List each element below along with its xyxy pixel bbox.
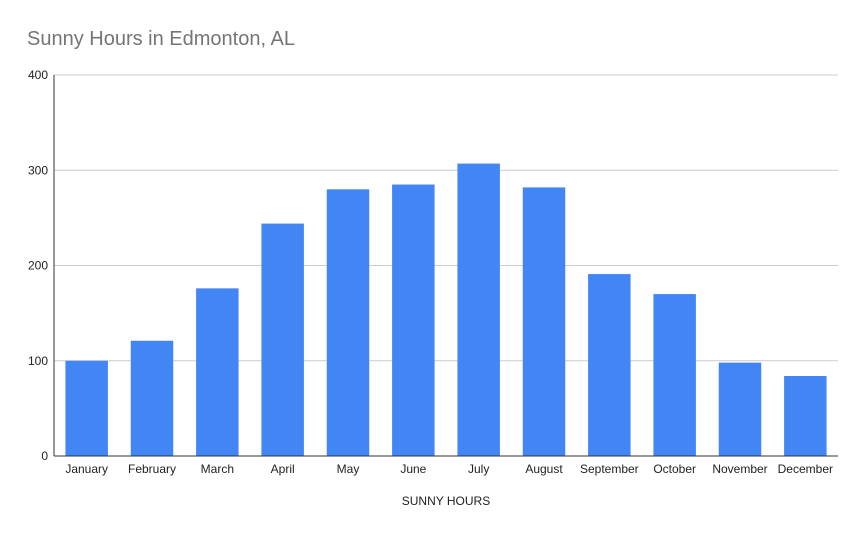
x-tick-label: December bbox=[778, 462, 833, 476]
axes bbox=[53, 75, 838, 457]
x-tick-label: April bbox=[271, 462, 295, 476]
y-tick-labels: 0 100 200 300 400 bbox=[28, 68, 48, 463]
y-tick-label: 200 bbox=[28, 259, 48, 273]
gridlines bbox=[54, 74, 838, 362]
x-tick-label: October bbox=[653, 462, 696, 476]
bar-march bbox=[196, 288, 239, 456]
x-tick-label: March bbox=[201, 462, 234, 476]
bar-september bbox=[588, 274, 631, 456]
bars bbox=[65, 163, 827, 457]
bar-june bbox=[392, 184, 435, 457]
bar-january bbox=[65, 360, 108, 456]
x-tick-label: July bbox=[468, 462, 489, 476]
bar-may bbox=[326, 189, 370, 457]
x-tick-label: February bbox=[128, 462, 176, 476]
x-tick-label: August bbox=[525, 462, 563, 476]
bar-february bbox=[130, 340, 174, 456]
bar-august bbox=[522, 187, 566, 456]
bar-july bbox=[457, 163, 500, 456]
y-tick-label: 0 bbox=[41, 449, 48, 463]
x-tick-label: May bbox=[337, 462, 360, 476]
y-tick-label: 300 bbox=[28, 163, 48, 177]
y-tick-label: 100 bbox=[28, 354, 48, 368]
bar-april bbox=[261, 223, 304, 456]
bar-october bbox=[653, 294, 696, 456]
x-tick-label: January bbox=[65, 462, 108, 476]
x-tick-label: June bbox=[400, 462, 426, 476]
y-tick-label: 400 bbox=[28, 68, 48, 82]
bar-november bbox=[718, 362, 762, 456]
chart-title: Sunny Hours in Edmonton, AL bbox=[27, 28, 295, 50]
bar-december bbox=[784, 375, 827, 456]
x-tick-label: November bbox=[712, 462, 767, 476]
x-tick-label: September bbox=[580, 462, 639, 476]
x-tick-labels: January February March April May June July Augu… bbox=[65, 462, 833, 476]
x-axis-title: SUNNY HOURS bbox=[402, 494, 490, 508]
